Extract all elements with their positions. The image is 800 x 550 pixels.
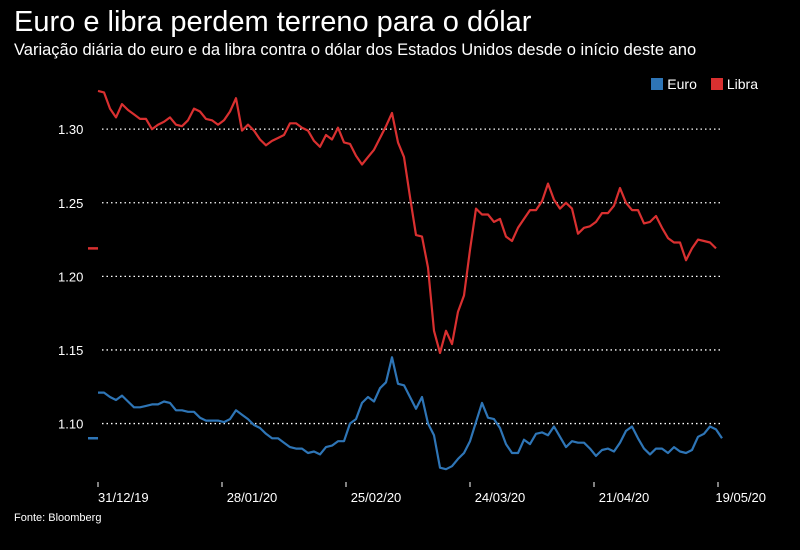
y-axis-labels: 1.10 1.15 1.20 1.25 1.30 bbox=[58, 122, 83, 431]
y-tick-label: 1.25 bbox=[58, 196, 83, 211]
legend-swatch-libra bbox=[710, 78, 723, 90]
y-tick-label: 1.10 bbox=[58, 417, 83, 432]
x-tick-label: 24/03/20 bbox=[475, 490, 526, 505]
gridlines bbox=[102, 128, 722, 425]
series-line-libra bbox=[97, 89, 717, 354]
last-value-markers bbox=[88, 247, 98, 440]
source-note: Fonte: Bloomberg bbox=[14, 512, 102, 524]
y-tick-label: 1.15 bbox=[58, 343, 83, 358]
series-line-euro bbox=[98, 356, 723, 471]
chart-subtitle: Variação diária do euro e da libra contr… bbox=[14, 41, 697, 59]
x-tick-label: 31/12/19 bbox=[98, 490, 149, 505]
series-lines bbox=[97, 89, 723, 471]
legend-swatch-euro bbox=[651, 78, 664, 90]
y-tick-label: 1.20 bbox=[58, 269, 83, 284]
x-axis: 31/12/19 28/01/20 25/02/20 24/03/20 21/04/20… bbox=[97, 482, 766, 505]
chart-title: Euro e libra perdem terreno para o dólar bbox=[14, 6, 532, 38]
legend: Euro Libra bbox=[637, 76, 758, 92]
x-tick-label: 21/04/20 bbox=[599, 490, 650, 505]
legend-item-euro: Euro bbox=[651, 76, 697, 92]
y-tick-label: 1.30 bbox=[58, 122, 83, 137]
legend-item-libra: Libra bbox=[710, 76, 758, 92]
x-tick-label: 19/05/20 bbox=[715, 490, 766, 505]
x-tick-label: 25/02/20 bbox=[351, 490, 402, 505]
x-tick-label: 28/01/20 bbox=[227, 490, 278, 505]
legend-label-euro: Euro bbox=[667, 76, 697, 92]
legend-label-libra: Libra bbox=[726, 76, 758, 92]
